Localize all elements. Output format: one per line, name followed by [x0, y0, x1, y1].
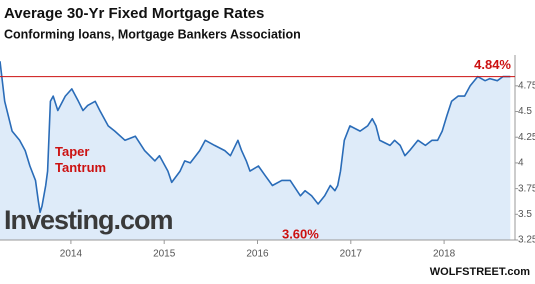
x-tick-label: 2015: [153, 249, 176, 260]
plot-area: 3.25 3.5 3.75 4 4.25 4.5 4.75 2014 2015 2016 2017 2…: [0, 55, 535, 260]
x-tick-label: 2016: [246, 249, 269, 260]
x-tick-label: 2014: [60, 249, 83, 260]
watermark: Investing.com: [4, 205, 173, 235]
annotation: 3.60%: [282, 226, 319, 241]
x-tick-label: 2018: [433, 249, 456, 260]
source: WOLFSTREET.com: [430, 266, 530, 278]
y-tick-label: 4: [518, 158, 524, 169]
y-tick-label: 3.25: [518, 235, 535, 246]
y-tick-label: 4.5: [518, 106, 532, 117]
x-tick-label: 2017: [340, 249, 363, 260]
chart-title: Average 30-Yr Fixed Mortgage Rates: [4, 5, 264, 22]
chart-subtitle: Conforming loans, Mortgage Bankers Assoc…: [4, 27, 301, 41]
y-tick-label: 3.5: [518, 209, 532, 220]
reference-label: 4.84%: [474, 57, 511, 72]
annotation: Taper: [55, 144, 89, 159]
line: [0, 61, 511, 214]
y-tick-label: 4.75: [518, 80, 535, 91]
y-tick-label: 3.75: [518, 183, 535, 194]
y-tick-label: 4.25: [518, 132, 535, 143]
annotation: Tantrum: [55, 160, 106, 175]
area: [0, 61, 511, 241]
